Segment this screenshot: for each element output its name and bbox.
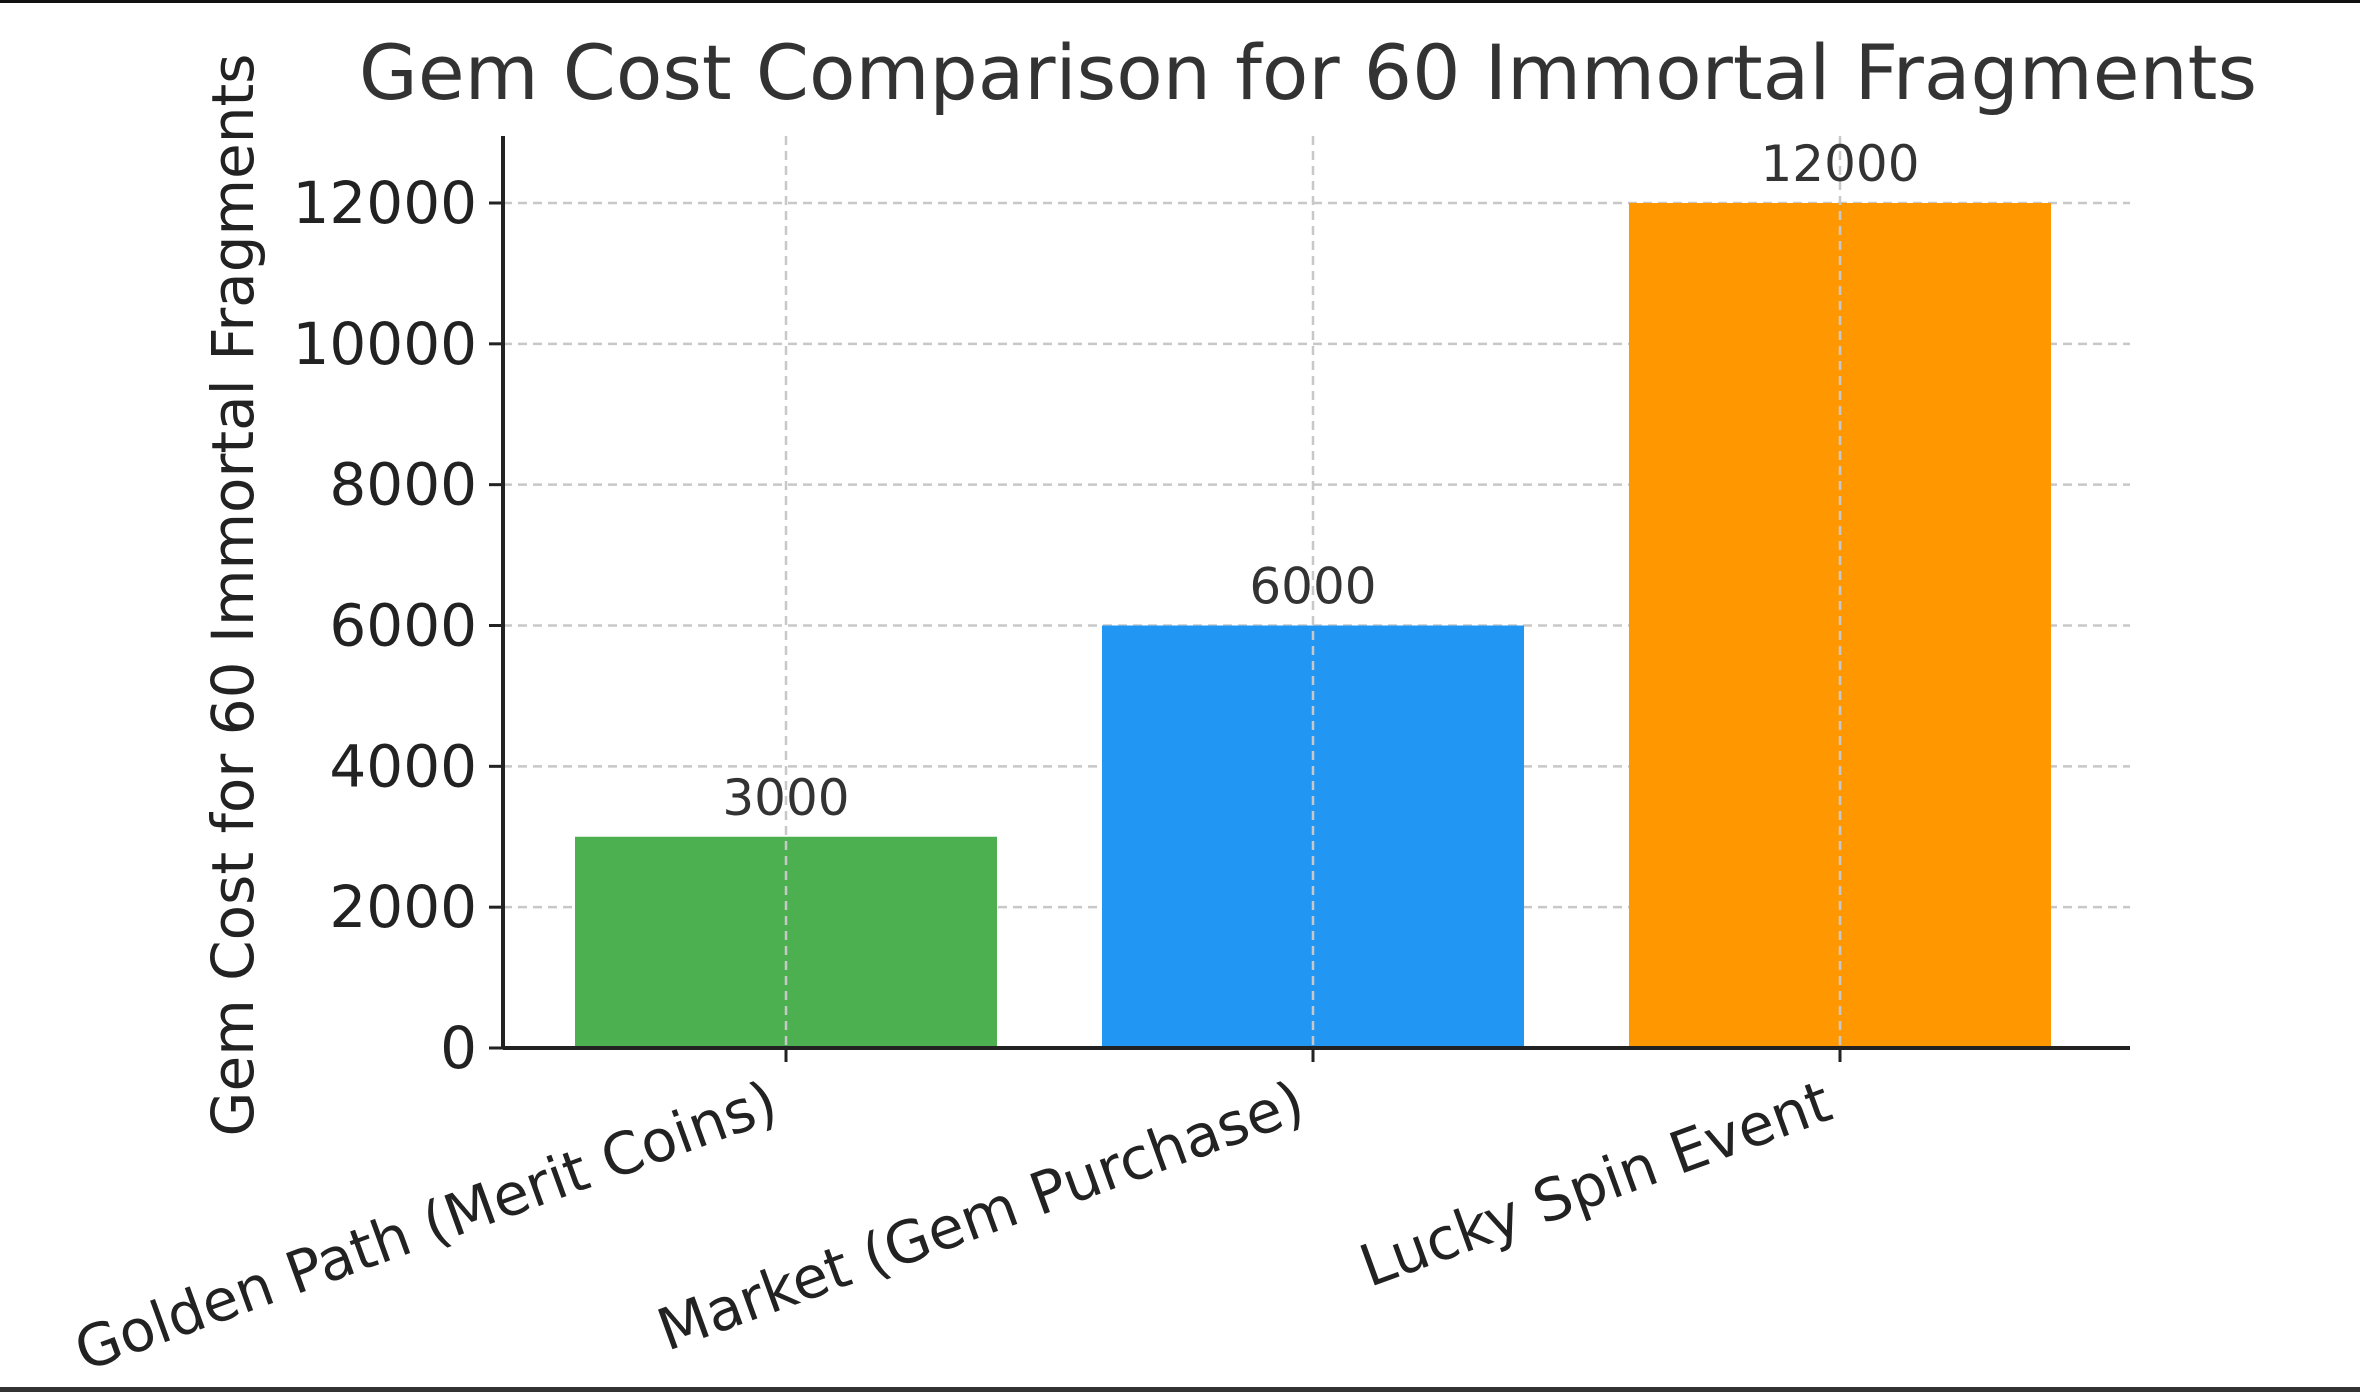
y-tick-label: 0 xyxy=(440,1014,477,1082)
y-tick-label: 6000 xyxy=(329,592,477,660)
y-tick-label: 10000 xyxy=(292,310,477,378)
axes xyxy=(489,136,2130,1062)
data-label: 6000 xyxy=(1249,558,1376,616)
data-label: 12000 xyxy=(1760,135,1919,193)
data-label: 3000 xyxy=(722,769,849,827)
y-tick-label: 12000 xyxy=(292,169,477,237)
x-tick-label: Lucky Spin Event xyxy=(1351,1067,1840,1300)
y-axis-label: Gem Cost for 60 Immortal Fragments xyxy=(199,54,267,1137)
bars xyxy=(575,136,2051,1048)
y-tick-label: 8000 xyxy=(329,451,477,519)
bar-chart: Gem Cost Comparison for 60 Immortal Frag… xyxy=(66,28,2257,1385)
chart-title: Gem Cost Comparison for 60 Immortal Frag… xyxy=(359,28,2257,117)
y-tick-label: 4000 xyxy=(329,732,477,800)
y-tick-label: 2000 xyxy=(329,873,477,941)
bar xyxy=(575,836,997,1048)
